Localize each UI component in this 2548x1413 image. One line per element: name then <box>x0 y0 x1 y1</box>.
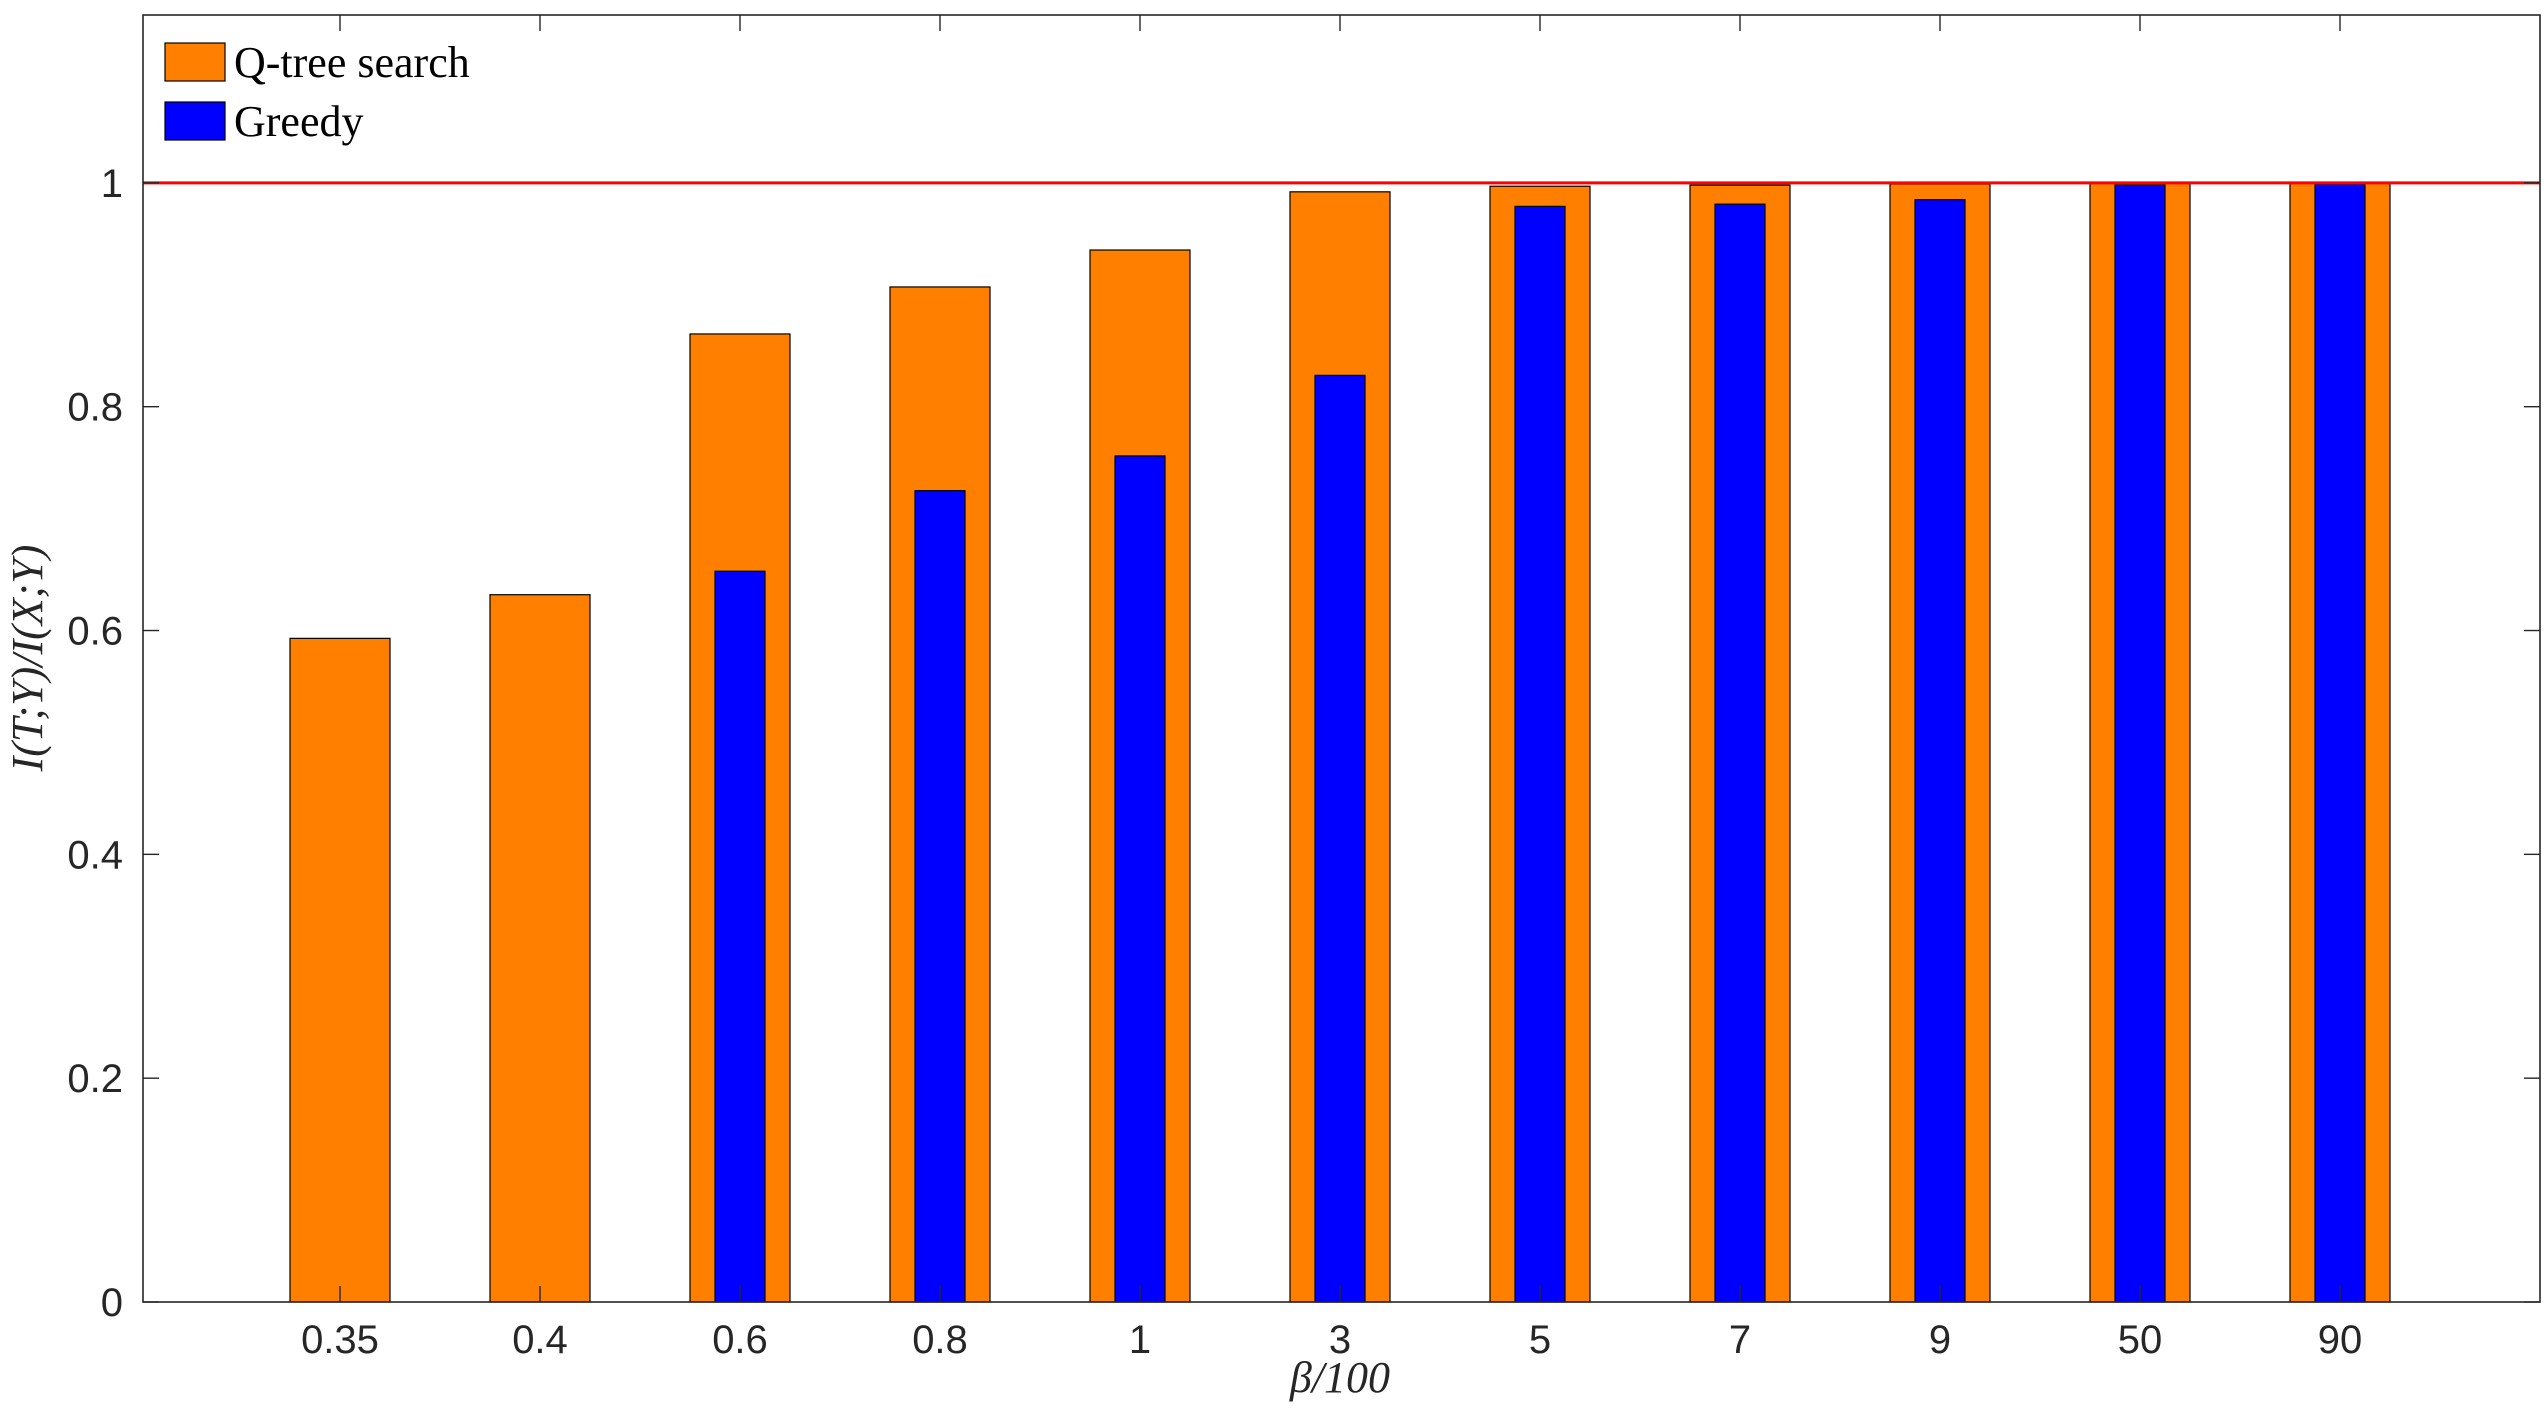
legend-label-0: Q-tree search <box>234 38 470 87</box>
y-tick-label-2: 0.4 <box>67 833 123 877</box>
legend-label-1: Greedy <box>234 97 364 146</box>
y-axis-title: I(T;Y)/I(X;Y) <box>3 545 52 773</box>
bar-greedy-6 <box>1514 205 1566 1303</box>
bar-greedy-5 <box>1314 374 1366 1303</box>
bar-greedy-10 <box>2314 183 2366 1303</box>
x-tick-label-3: 0.8 <box>912 1318 968 1362</box>
legend: Q-tree search Greedy <box>164 38 470 146</box>
bar-greedy-8 <box>1914 199 1966 1303</box>
bar-greedy-2 <box>714 570 766 1303</box>
x-tick-label-8: 9 <box>1929 1318 1951 1362</box>
x-tick-label-0: 0.35 <box>301 1318 379 1362</box>
legend-swatch-1 <box>164 101 226 141</box>
bars-layer <box>289 182 2391 1303</box>
y-tick-label-1: 0.2 <box>67 1057 123 1101</box>
x-tick-label-9: 50 <box>2118 1318 2163 1362</box>
y-tick-label-5: 1 <box>101 162 123 206</box>
axes-layer <box>142 14 2541 1303</box>
x-tick-label-6: 5 <box>1529 1318 1551 1362</box>
x-tick-label-2: 0.6 <box>712 1318 768 1362</box>
bar-greedy-3 <box>914 490 966 1303</box>
x-tick-label-7: 7 <box>1729 1318 1751 1362</box>
x-tick-label-1: 0.4 <box>512 1318 568 1362</box>
bar-qtree-0 <box>289 637 391 1303</box>
plot-frame <box>142 14 2541 1303</box>
x-tick-label-4: 1 <box>1129 1318 1151 1362</box>
x-axis-title: β/100 <box>1289 1353 1390 1402</box>
bar-greedy-4 <box>1114 455 1166 1303</box>
bar-greedy-7 <box>1714 203 1766 1303</box>
bar-qtree-1 <box>489 594 591 1303</box>
bar-greedy-9 <box>2114 184 2166 1303</box>
ticks-layer: 0.35 0.4 0.6 0.8 1 3 5 7 9 50 90 0 0.2 0.4 0.6 0.8 1 <box>67 15 2540 1362</box>
y-tick-label-0: 0 <box>101 1281 123 1325</box>
x-tick-label-10: 90 <box>2318 1318 2363 1362</box>
y-tick-label-4: 0.8 <box>67 386 123 430</box>
y-tick-label-3: 0.6 <box>67 610 123 654</box>
x-tick-label-5: 3 <box>1329 1318 1351 1362</box>
legend-swatch-0 <box>164 42 226 82</box>
